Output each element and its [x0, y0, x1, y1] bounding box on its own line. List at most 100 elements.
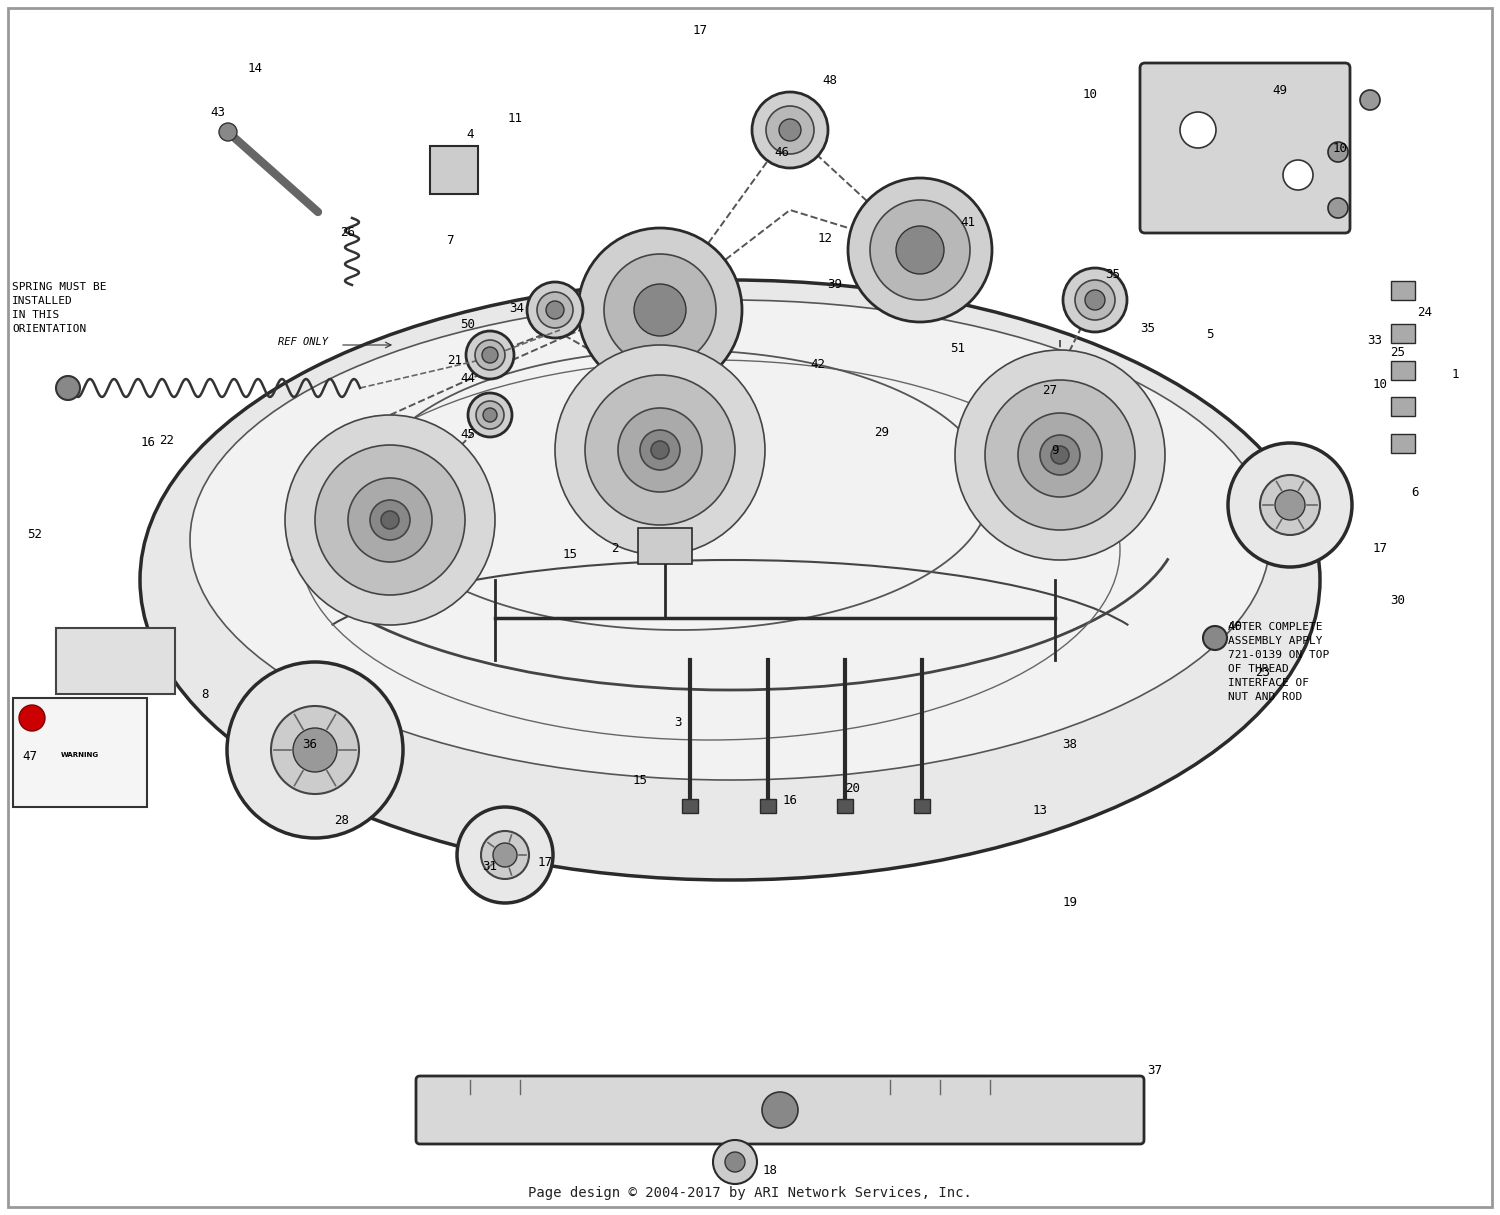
Text: 25: 25: [1390, 345, 1406, 358]
Text: 18: 18: [762, 1164, 777, 1176]
Text: 10: 10: [1083, 89, 1098, 102]
FancyBboxPatch shape: [682, 799, 698, 813]
FancyBboxPatch shape: [13, 697, 147, 807]
Circle shape: [762, 1092, 798, 1128]
Text: 24: 24: [1418, 305, 1432, 318]
Circle shape: [482, 831, 530, 878]
Circle shape: [1019, 413, 1102, 497]
FancyBboxPatch shape: [760, 799, 776, 813]
Circle shape: [483, 408, 496, 422]
Circle shape: [1360, 90, 1380, 111]
Circle shape: [1260, 475, 1320, 535]
Circle shape: [546, 301, 564, 320]
Circle shape: [847, 179, 992, 322]
Text: 39: 39: [828, 278, 843, 292]
Text: 30: 30: [1390, 593, 1406, 606]
Circle shape: [585, 375, 735, 525]
Text: 16: 16: [141, 436, 156, 450]
Circle shape: [896, 226, 944, 275]
Circle shape: [1052, 446, 1070, 464]
Circle shape: [526, 282, 584, 338]
Circle shape: [494, 843, 517, 868]
Text: 38: 38: [1062, 739, 1077, 752]
Text: 41: 41: [960, 215, 975, 228]
Text: 33: 33: [1368, 333, 1383, 346]
Circle shape: [315, 445, 465, 595]
Ellipse shape: [140, 279, 1320, 880]
Circle shape: [292, 728, 338, 772]
Circle shape: [370, 501, 410, 539]
Text: 27: 27: [1042, 384, 1058, 396]
FancyBboxPatch shape: [638, 529, 692, 564]
Text: 28: 28: [334, 814, 350, 826]
Circle shape: [778, 119, 801, 141]
Text: 35: 35: [1140, 322, 1155, 334]
Circle shape: [766, 106, 814, 154]
Text: 34: 34: [510, 301, 525, 315]
Circle shape: [634, 284, 686, 337]
Circle shape: [20, 705, 45, 731]
Circle shape: [285, 416, 495, 625]
Text: 26: 26: [340, 226, 356, 239]
Text: 19: 19: [1062, 897, 1077, 910]
Text: 43: 43: [210, 106, 225, 119]
Text: 17: 17: [1372, 542, 1388, 554]
Text: 36: 36: [303, 739, 318, 752]
Text: 6: 6: [1412, 486, 1419, 499]
Text: 47: 47: [22, 751, 38, 763]
Circle shape: [640, 430, 680, 470]
Circle shape: [468, 392, 512, 437]
Text: 42: 42: [810, 358, 825, 372]
Text: 46: 46: [774, 147, 789, 159]
Circle shape: [1275, 490, 1305, 520]
Text: 15: 15: [562, 548, 578, 561]
Text: 10: 10: [1332, 141, 1347, 154]
Circle shape: [1040, 435, 1080, 475]
Circle shape: [381, 512, 399, 529]
Text: 17: 17: [693, 23, 708, 36]
Text: 48: 48: [822, 73, 837, 86]
Text: 9: 9: [1052, 443, 1059, 457]
Circle shape: [476, 401, 504, 429]
Text: 52: 52: [27, 529, 42, 542]
Text: REF ONLY: REF ONLY: [278, 337, 328, 347]
Text: 35: 35: [1106, 269, 1120, 282]
Circle shape: [466, 330, 514, 379]
FancyBboxPatch shape: [1390, 397, 1414, 416]
Circle shape: [618, 408, 702, 492]
FancyBboxPatch shape: [56, 628, 176, 694]
FancyBboxPatch shape: [1140, 63, 1350, 233]
FancyBboxPatch shape: [1390, 281, 1414, 300]
Text: 4: 4: [466, 129, 474, 141]
Text: 37: 37: [1148, 1063, 1162, 1076]
Circle shape: [1076, 279, 1114, 320]
Circle shape: [1064, 269, 1126, 332]
Circle shape: [712, 1140, 758, 1183]
Circle shape: [1180, 112, 1216, 148]
Circle shape: [578, 228, 742, 392]
Text: 11: 11: [507, 112, 522, 124]
Text: 1: 1: [1450, 368, 1458, 382]
Circle shape: [1203, 626, 1227, 650]
Circle shape: [482, 347, 498, 363]
FancyBboxPatch shape: [837, 799, 854, 813]
Circle shape: [476, 340, 506, 371]
Circle shape: [604, 254, 715, 366]
Text: 8: 8: [201, 689, 208, 701]
Text: 5: 5: [1206, 328, 1214, 341]
FancyBboxPatch shape: [1390, 361, 1414, 380]
Text: 29: 29: [874, 425, 890, 439]
Text: 10: 10: [1372, 379, 1388, 391]
Circle shape: [651, 441, 669, 459]
FancyBboxPatch shape: [1390, 434, 1414, 453]
FancyBboxPatch shape: [914, 799, 930, 813]
Circle shape: [458, 807, 554, 903]
Circle shape: [272, 706, 358, 793]
FancyBboxPatch shape: [1390, 324, 1414, 343]
Ellipse shape: [190, 300, 1270, 780]
Text: 31: 31: [483, 860, 498, 874]
Text: 12: 12: [818, 232, 833, 244]
Circle shape: [724, 1152, 746, 1172]
Text: 16: 16: [783, 793, 798, 807]
Circle shape: [1282, 160, 1312, 190]
